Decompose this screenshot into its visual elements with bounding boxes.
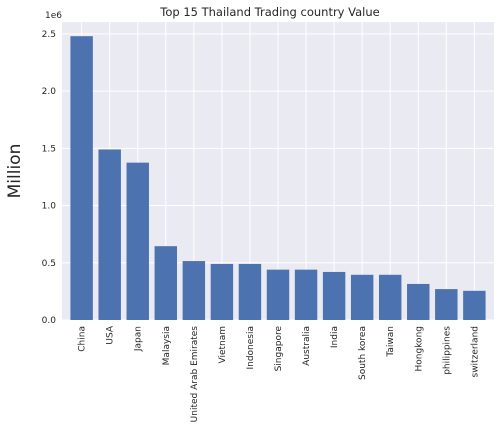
y-offset-label: 1e6 [45, 11, 62, 21]
y-tick-labels: 0.0 0.5 1.0 1.5 2.0 2.5 [42, 30, 57, 326]
x-tick-label: Singapore [274, 326, 284, 372]
y-tick-label: 2.0 [42, 87, 57, 97]
x-tick-label: Malaysia [162, 326, 172, 365]
y-tick-label: 0.5 [42, 259, 56, 269]
x-tick-label: China [78, 326, 88, 352]
x-tick-label: Indonesia [246, 326, 256, 370]
bar-united-arab-emirates [182, 261, 206, 320]
y-tick-label: 2.5 [42, 30, 56, 40]
bar-malaysia [154, 246, 178, 320]
x-tick-label: switzerland [470, 326, 480, 377]
bar-hongkong [407, 283, 430, 320]
x-tick-label: Hongkong [414, 326, 424, 372]
x-tick-label: philippines [442, 326, 452, 375]
bar-india [322, 271, 346, 320]
x-tick-label: Vietnam [218, 326, 228, 364]
y-tick-label: 1.0 [42, 202, 57, 212]
bar-taiwan [378, 274, 402, 320]
bar-philippines [435, 289, 458, 320]
y-tick-label: 1.5 [42, 144, 56, 154]
bar-indonesia [238, 263, 262, 320]
bar-china [70, 36, 93, 320]
x-tick-label: South korea [358, 326, 368, 380]
chart-title: Top 15 Thailand Trading country Value [159, 5, 379, 19]
bar-south-korea [350, 274, 374, 320]
bar-japan [126, 162, 149, 320]
x-tick-label: Taiwan [386, 326, 396, 358]
x-tick-label: United Arab Emirates [190, 326, 200, 423]
x-tick-label: USA [106, 325, 116, 344]
bar-usa [98, 149, 121, 320]
x-tick-labels: China USA Japan Malaysia United Arab Emirate… [78, 325, 481, 422]
bar-australia [294, 269, 318, 320]
bar-switzerland [463, 290, 486, 320]
x-tick-label: India [330, 326, 340, 348]
y-tick-label: 0.0 [42, 316, 57, 326]
bar-vietnam [210, 263, 234, 320]
bars [70, 36, 486, 320]
bar-singapore [266, 269, 290, 320]
x-tick-label: Australia [302, 326, 312, 366]
y-axis-label: Million [5, 144, 25, 199]
x-tick-label: Japan [134, 326, 144, 352]
